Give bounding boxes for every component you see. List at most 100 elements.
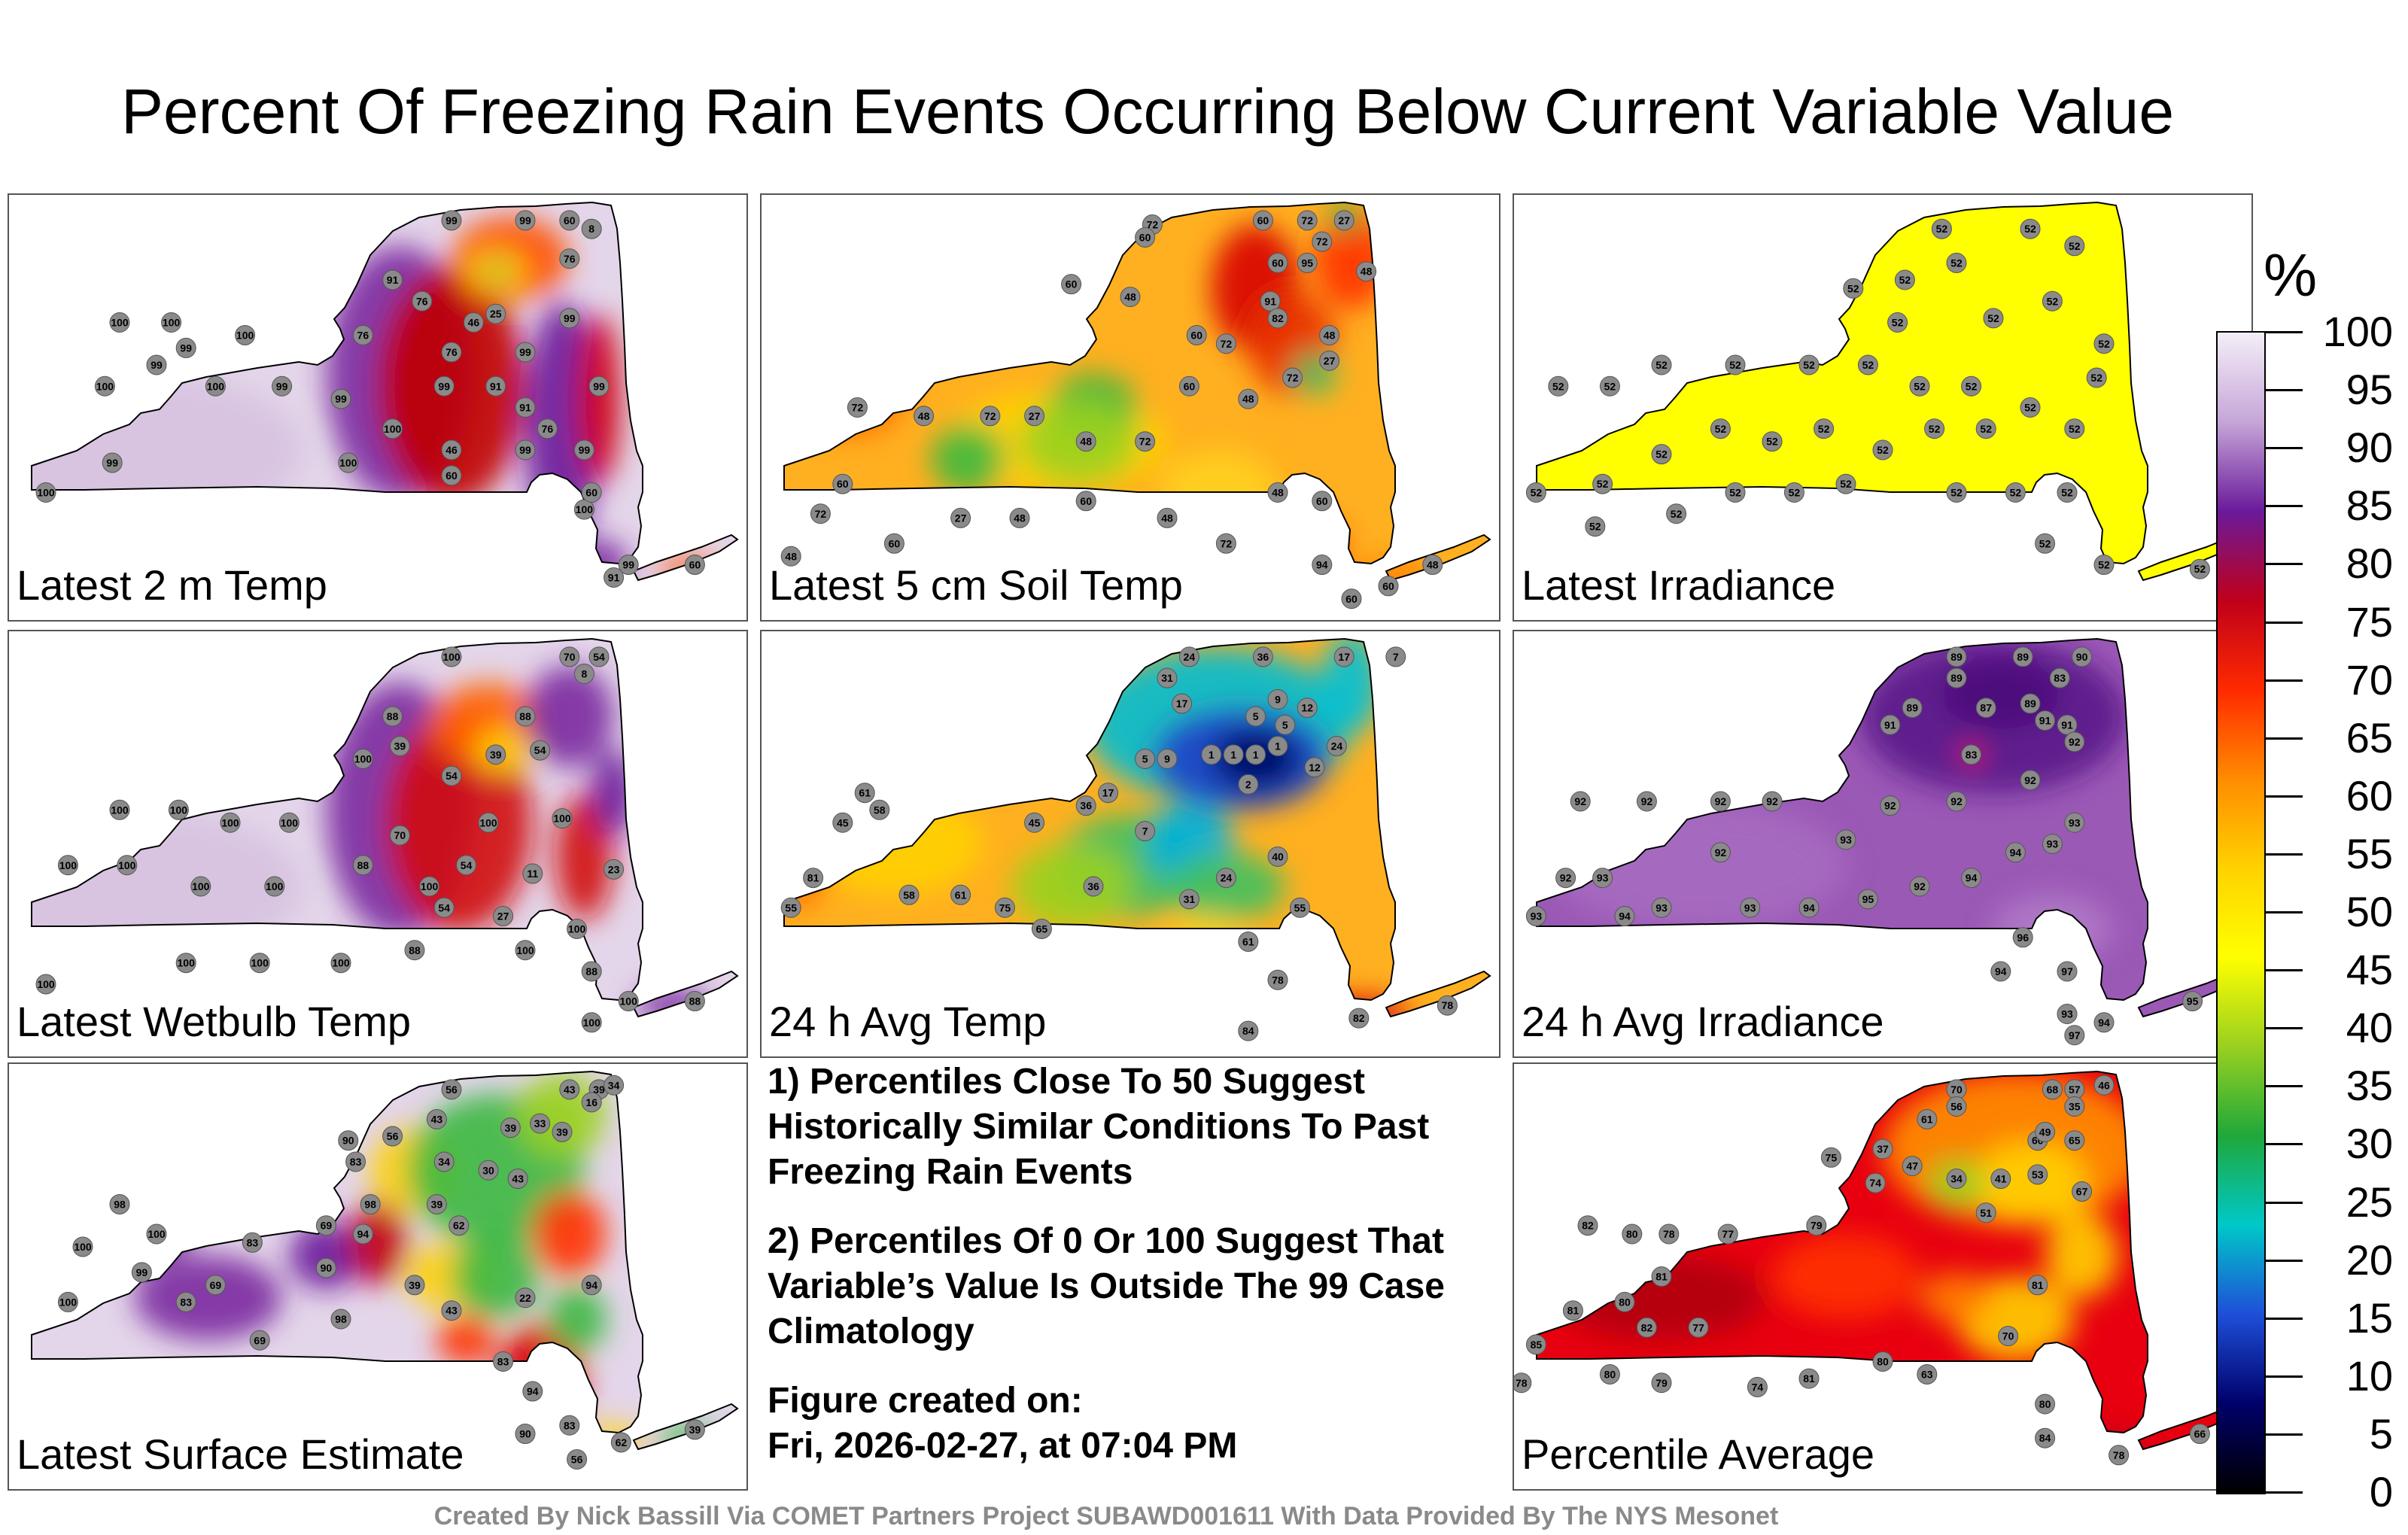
svg-text:93: 93 (1840, 834, 1852, 846)
station-marker: 75 (1820, 1147, 1841, 1168)
station-marker: 89 (2020, 693, 2041, 714)
station-marker: 36 (1075, 795, 1096, 816)
station-marker: 89 (1902, 698, 1923, 719)
svg-text:7: 7 (1142, 825, 1148, 837)
station-marker: 85 (1525, 1334, 1546, 1355)
svg-text:81: 81 (1567, 1305, 1579, 1317)
station-marker: 25 (485, 303, 506, 324)
station-marker: 97 (2064, 1025, 2085, 1046)
colorbar-tick-label: 60 (2346, 771, 2393, 819)
svg-text:70: 70 (394, 829, 406, 841)
svg-text:98: 98 (114, 1198, 126, 1210)
station-marker: 88 (352, 855, 373, 876)
svg-text:22: 22 (519, 1292, 531, 1304)
station-marker: 83 (493, 1351, 514, 1372)
svg-text:11: 11 (527, 868, 538, 880)
station-marker: 43 (441, 1300, 462, 1321)
station-marker: 78 (1437, 995, 1458, 1016)
svg-text:100: 100 (111, 317, 129, 329)
panel-label: Latest 2 m Temp (17, 561, 327, 609)
station-marker: 72 (980, 406, 1001, 427)
station-marker: 52 (2064, 418, 2085, 439)
station-marker: 34 (1946, 1169, 1967, 1190)
svg-text:84: 84 (1242, 1025, 1254, 1037)
svg-text:43: 43 (445, 1305, 458, 1317)
station-marker: 5 (1275, 714, 1296, 735)
svg-text:27: 27 (955, 512, 967, 524)
svg-text:94: 94 (2098, 1017, 2110, 1029)
station-marker: 95 (1297, 252, 1318, 273)
panel-label: Latest Wetbulb Temp (17, 998, 412, 1045)
station-marker: 52 (1894, 269, 1915, 290)
station-marker: 17 (1172, 693, 1193, 714)
svg-text:100: 100 (37, 487, 55, 499)
svg-text:48: 48 (1427, 559, 1439, 571)
svg-text:52: 52 (1789, 487, 1801, 499)
long-island-outline (632, 970, 739, 1018)
station-marker: 52 (2093, 333, 2115, 354)
station-marker: 80 (1599, 1363, 1620, 1385)
station-marker: 54 (588, 646, 610, 667)
svg-text:100: 100 (516, 944, 534, 956)
station-marker: 61 (1917, 1108, 1938, 1129)
svg-text:100: 100 (583, 1017, 601, 1029)
svg-text:41: 41 (1995, 1173, 2007, 1185)
station-marker: 12 (1304, 757, 1325, 778)
station-marker: 43 (559, 1079, 580, 1100)
station-marker: 93 (1592, 868, 1613, 889)
svg-text:99: 99 (519, 444, 531, 456)
station-marker: 89 (2012, 646, 2033, 667)
station-marker: 98 (330, 1309, 351, 1330)
svg-text:97: 97 (2061, 965, 2073, 977)
svg-text:52: 52 (1950, 257, 1963, 269)
svg-text:7: 7 (1393, 651, 1399, 663)
svg-text:83: 83 (247, 1236, 259, 1248)
svg-text:98: 98 (364, 1198, 376, 1210)
station-marker: 53 (2027, 1164, 2048, 1185)
station-marker: 72 (810, 503, 831, 524)
station-marker: 52 (1599, 375, 1620, 397)
station-marker: 91 (2057, 714, 2078, 735)
svg-text:83: 83 (2054, 672, 2066, 684)
station-marker: 88 (515, 706, 536, 727)
map-panel-4: 100 70 54 8 88 54 39 54 39 88 100 100 100 100 100 100 10… (8, 630, 748, 1058)
station-marker: 61 (854, 783, 875, 804)
station-marker: 61 (950, 884, 971, 905)
svg-text:48: 48 (1014, 512, 1026, 524)
station-marker: 95 (2182, 991, 2203, 1012)
svg-text:53: 53 (2032, 1169, 2044, 1181)
colorbar-tick-label: 30 (2346, 1120, 2393, 1168)
station-marker: 78 (1659, 1223, 1680, 1245)
svg-text:92: 92 (1574, 795, 1586, 807)
station-marker: 60 (1061, 274, 1082, 295)
station-marker: 94 (1614, 906, 1635, 927)
svg-text:45: 45 (837, 816, 849, 828)
station-marker: 99 (146, 354, 167, 375)
station-marker: 52 (1666, 503, 1687, 524)
svg-text:96: 96 (2017, 932, 2029, 944)
svg-text:90: 90 (519, 1428, 531, 1440)
station-marker: 100 (618, 991, 639, 1012)
svg-text:94: 94 (527, 1385, 539, 1397)
station-marker: 100 (249, 953, 270, 974)
station-marker: 100 (573, 499, 594, 520)
svg-text:48: 48 (1124, 291, 1136, 303)
station-marker: 92 (1909, 876, 1930, 897)
station-marker: 100 (161, 312, 182, 333)
svg-text:52: 52 (1589, 521, 1601, 533)
svg-text:54: 54 (445, 770, 458, 782)
svg-text:52: 52 (2024, 402, 2036, 414)
state-outline (31, 1070, 643, 1434)
svg-text:1: 1 (1230, 749, 1236, 761)
panel-label: Latest 5 cm Soil Temp (769, 561, 1183, 609)
svg-text:5: 5 (1282, 719, 1288, 731)
station-marker: 62 (610, 1432, 631, 1453)
station-marker: 52 (2064, 236, 2085, 257)
station-marker: 99 (131, 1262, 152, 1283)
station-marker: 45 (832, 812, 853, 833)
station-marker: 80 (1872, 1351, 1893, 1372)
station-marker: 69 (249, 1330, 270, 1351)
station-marker: 2 (1238, 774, 1259, 795)
svg-text:52: 52 (2061, 487, 2073, 499)
note-1: 1) Percentiles Close To 50 Suggest Histo… (768, 1062, 1430, 1192)
